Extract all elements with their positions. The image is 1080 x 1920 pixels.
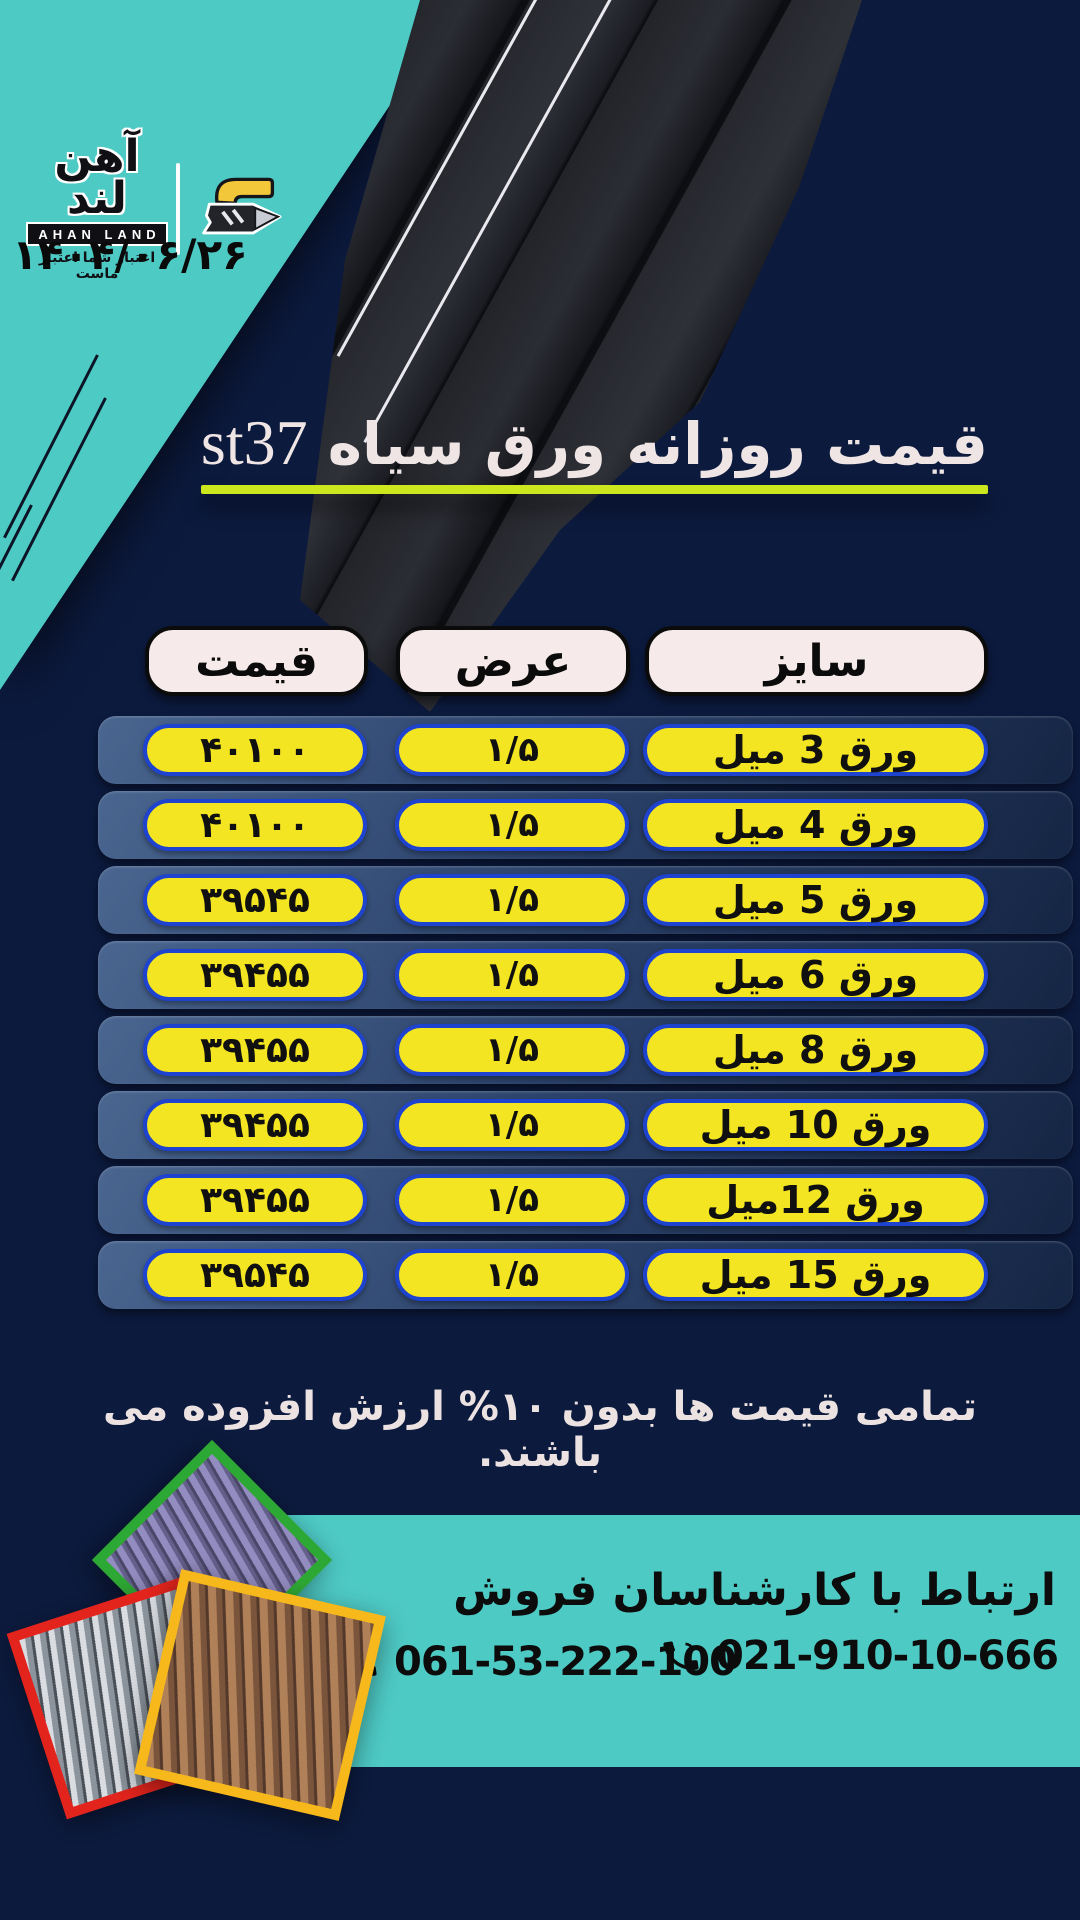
width-cell: ۱/۵ [395, 1174, 629, 1226]
table-row: ۴۰۱۰۰ ۱/۵ ورق 3 میل [98, 716, 1073, 784]
size-cell: ورق 15 میل [643, 1249, 988, 1301]
table-row: ۳۹۴۵۵ ۱/۵ ورق 12میل [98, 1166, 1073, 1234]
table-row: ۳۹۵۴۵ ۱/۵ ورق 15 میل [98, 1241, 1073, 1309]
width-cell: ۱/۵ [395, 799, 629, 851]
size-cell: ورق 6 میل [643, 949, 988, 1001]
size-cell: ورق 8 میل [643, 1024, 988, 1076]
contact-heading: ارتباط با کارشناسان فروش [453, 1565, 1056, 1616]
table-row: ۳۹۴۵۵ ۱/۵ ورق 8 میل [98, 1016, 1073, 1084]
brand-text-block: آهن لند AHAN LAND اعتبار شما اعتبار ماست [28, 131, 166, 282]
phone-tehran[interactable]: 021-910-10-666 [660, 1633, 1059, 1679]
width-cell: ۱/۵ [395, 1024, 629, 1076]
title-block: قیمت روزانه ورق سیاه st37 [200, 403, 988, 494]
brand-name-fa: آهن لند [54, 131, 140, 224]
price-table-rows: ۴۰۱۰۰ ۱/۵ ورق 3 میل ۴۰۱۰۰ ۱/۵ ورق 4 میل … [98, 716, 1073, 1316]
column-header-size: سایز [645, 626, 988, 696]
width-cell: ۱/۵ [395, 1249, 629, 1301]
page-title: قیمت روزانه ورق سیاه st37 [201, 403, 988, 483]
price-cell: ۳۹۴۵۵ [143, 1024, 367, 1076]
price-cell: ۳۹۴۵۵ [143, 1174, 367, 1226]
brand-name-en: AHAN LAND [28, 223, 166, 244]
logo-divider [176, 162, 180, 255]
price-cell: ۳۹۴۵۵ [143, 949, 367, 1001]
phone-number[interactable]: 021-910-10-666 [716, 1633, 1059, 1679]
steel-grade: st37 [200, 407, 308, 478]
price-cell: ۴۰۱۰۰ [143, 724, 367, 776]
vat-note: تمامی قیمت ها بدون ۱۰% ارزش افزوده می با… [102, 1384, 978, 1476]
column-header-width: عرض [396, 626, 630, 696]
price-cell: ۳۹۵۴۵ [143, 874, 367, 926]
brand-logo: آهن لند AHAN LAND اعتبار شما اعتبار ماست [28, 131, 286, 282]
width-cell: ۱/۵ [395, 874, 629, 926]
column-header-price: قیمت [145, 626, 368, 696]
size-cell: ورق 4 میل [643, 799, 988, 851]
phone-khuzestan[interactable]: 061-53-222-100 [338, 1639, 737, 1685]
phone-number[interactable]: 061-53-222-100 [394, 1639, 737, 1685]
size-cell: ورق 10 میل [643, 1099, 988, 1151]
title-text: قیمت روزانه ورق سیاه [327, 410, 988, 478]
table-row: ۳۹۴۵۵ ۱/۵ ورق 10 میل [98, 1091, 1073, 1159]
table-row: ۳۹۴۵۵ ۱/۵ ورق 6 میل [98, 941, 1073, 1009]
brand-tagline: اعتبار شما اعتبار ماست [38, 249, 156, 282]
price-cell: ۴۰۱۰۰ [143, 799, 367, 851]
table-row: ۴۰۱۰۰ ۱/۵ ورق 4 میل [98, 791, 1073, 859]
width-cell: ۱/۵ [395, 1099, 629, 1151]
table-row: ۳۹۵۴۵ ۱/۵ ورق 5 میل [98, 866, 1073, 934]
width-cell: ۱/۵ [395, 949, 629, 1001]
price-cell: ۳۹۵۴۵ [143, 1249, 367, 1301]
size-cell: ورق 3 میل [643, 724, 988, 776]
size-cell: ورق 5 میل [643, 874, 988, 926]
date: ۱۴۰۴/۰۶/۲۶ [12, 230, 248, 279]
phone-icon [663, 1641, 699, 1670]
steel-anvil-logo-icon [202, 177, 282, 235]
size-cell: ورق 12میل [643, 1174, 988, 1226]
width-cell: ۱/۵ [395, 724, 629, 776]
price-cell: ۳۹۴۵۵ [143, 1099, 367, 1151]
title-underline [200, 485, 988, 494]
